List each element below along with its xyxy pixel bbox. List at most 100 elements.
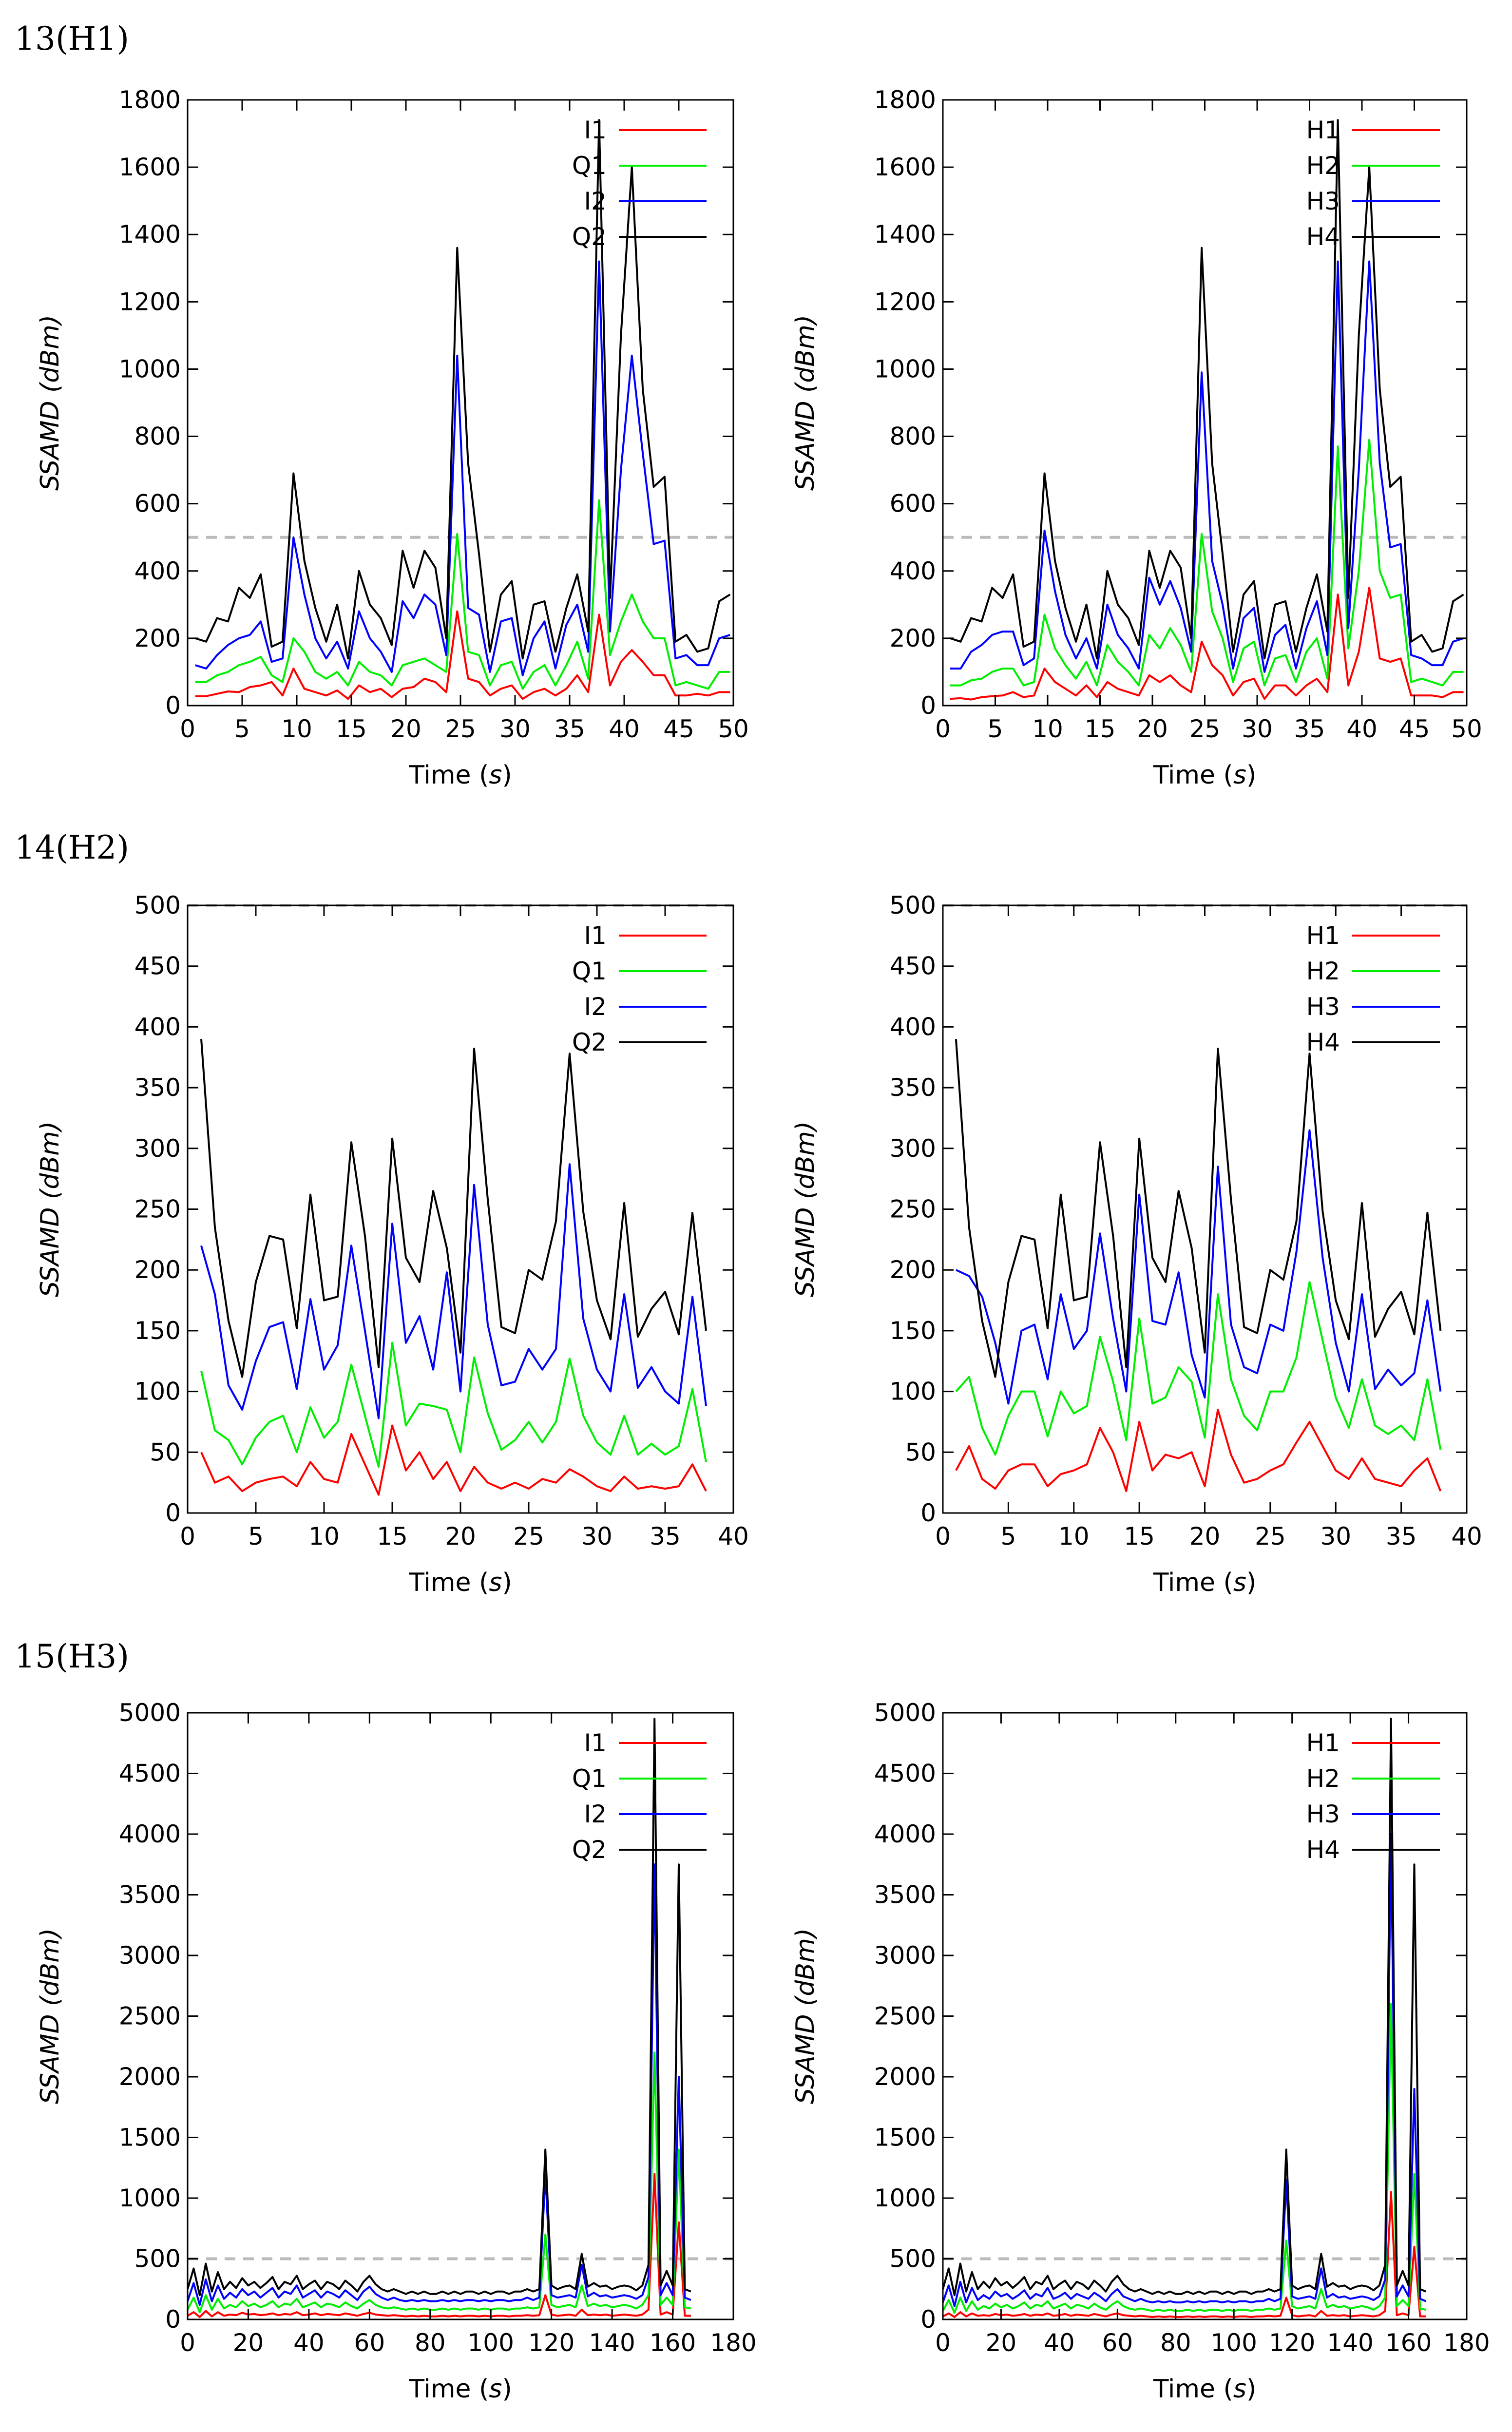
y-tick-label: 500 — [134, 2245, 181, 2273]
x-tick-label: 140 — [589, 2329, 635, 2357]
y-tick-label: 450 — [890, 952, 936, 980]
y-tick-label: 250 — [134, 1195, 181, 1224]
y-tick-label: 4000 — [119, 1820, 181, 1848]
y-tick-label: 100 — [134, 1378, 181, 1406]
y-tick-label: 1600 — [874, 153, 936, 181]
y-tick-label: 1800 — [874, 86, 936, 114]
series-line-h1 — [955, 1409, 1442, 1493]
x-tick-label: 80 — [1160, 2329, 1191, 2357]
y-tick-label: 2500 — [874, 2002, 936, 2030]
x-axis-label-unit: s — [489, 1568, 502, 1597]
legend-label-i2: I2 — [584, 993, 607, 1021]
y-tick-label: 4500 — [119, 1760, 181, 1788]
x-tick-label: 5 — [248, 1522, 264, 1551]
y-tick-label: 200 — [890, 1256, 936, 1284]
series-line-h1 — [950, 587, 1464, 701]
chart-panel: 0 200 400 600 800 1000 1200 1400 1600 1800 0 5 10 15 2… — [36, 86, 749, 790]
x-tick-label: 20 — [986, 2329, 1017, 2357]
x-tick-label: 35 — [554, 715, 585, 743]
x-tick-label: 45 — [1399, 715, 1430, 743]
x-tick-label: 40 — [293, 2329, 325, 2357]
series-line-q1 — [195, 499, 730, 690]
y-tick-label: 350 — [890, 1073, 936, 1102]
legend-label-h3: H3 — [1306, 187, 1340, 215]
y-tick-label: 1200 — [874, 287, 936, 316]
legend-label-q2: Q2 — [572, 1028, 607, 1056]
chart-panel: 0 200 400 600 800 1000 1200 1400 1600 1800 0 5 10 15 2… — [791, 86, 1482, 790]
x-tick-label: 20 — [1137, 715, 1168, 743]
y-tick-label: 1500 — [874, 2124, 936, 2152]
y-tick-label: 400 — [134, 557, 181, 585]
x-tick-label: 180 — [710, 2329, 756, 2357]
y-tick-label: 350 — [134, 1073, 181, 1102]
series-line-h3 — [942, 1833, 1427, 2307]
row-title-13: 13(H1) — [15, 20, 129, 57]
x-axis-label-unit: s — [1233, 1568, 1246, 1597]
y-tick-label: 450 — [134, 952, 181, 980]
x-tick-label: 20 — [1189, 1522, 1221, 1551]
x-tick-label: 180 — [1443, 2329, 1490, 2357]
x-tick-label: 100 — [468, 2329, 514, 2357]
legend-label-q1: Q1 — [572, 152, 607, 180]
y-tick-label: 600 — [890, 490, 936, 518]
x-tick-label: 50 — [718, 715, 749, 743]
y-tick-label: 1000 — [874, 355, 936, 383]
x-tick-label: 30 — [1242, 715, 1273, 743]
series-line-i2 — [195, 260, 730, 676]
x-axis-label-unit: s — [489, 761, 502, 790]
x-tick-label: 120 — [528, 2329, 574, 2357]
y-tick-label: 0 — [165, 691, 181, 720]
y-tick-label: 1500 — [119, 2124, 181, 2152]
y-tick-label: 1000 — [119, 2184, 181, 2212]
series-line-h2 — [950, 439, 1464, 687]
x-axis-label-prefix: Time ( — [408, 1568, 489, 1597]
y-tick-label: 1600 — [119, 153, 181, 181]
series-line-h2 — [942, 2003, 1426, 2314]
y-tick-label: 500 — [890, 2245, 936, 2273]
y-tick-label: 50 — [905, 1438, 936, 1466]
legend-label-h3: H3 — [1306, 1800, 1340, 1828]
series-line-q2 — [200, 1039, 707, 1378]
x-tick-label: 40 — [1346, 715, 1378, 743]
x-tick-label: 30 — [1320, 1522, 1351, 1551]
x-tick-label: 5 — [234, 715, 250, 743]
x-axis-label-prefix: Time ( — [408, 2375, 489, 2404]
x-axis-label-prefix: Time ( — [1153, 1568, 1233, 1597]
y-axis-label: SSAMD (dBm) — [36, 315, 65, 491]
x-tick-label: 160 — [1385, 2329, 1432, 2357]
x-axis-label-prefix: Time ( — [1153, 2375, 1233, 2404]
plot-frame — [187, 99, 734, 707]
x-tick-label: 30 — [499, 715, 531, 743]
legend-label-i1: I1 — [584, 116, 607, 144]
series-line-i1 — [200, 1424, 707, 1496]
series-line-h2 — [955, 1281, 1442, 1456]
x-tick-label: 20 — [233, 2329, 264, 2357]
x-tick-label: 5 — [1000, 1522, 1016, 1551]
legend-label-h2: H2 — [1306, 1764, 1340, 1793]
legend-label-i2: I2 — [584, 187, 607, 215]
series-line-h1 — [942, 2191, 1426, 2318]
legend-label-h1: H1 — [1306, 116, 1340, 144]
y-tick-label: 2000 — [119, 2063, 181, 2091]
y-tick-label: 5000 — [874, 1699, 936, 1727]
row-title-15: 15(H3) — [15, 1638, 129, 1675]
x-axis-label: Time (s) — [1153, 761, 1256, 790]
legend-label-q2: Q2 — [572, 223, 607, 251]
series-line-h4 — [942, 1718, 1427, 2297]
y-tick-label: 400 — [890, 1013, 936, 1041]
series-line-i2 — [187, 1863, 691, 2306]
chart-panel: 0500100015002000250030003500400045005000… — [791, 1699, 1490, 2404]
y-tick-label: 200 — [134, 624, 181, 652]
x-tick-label: 35 — [1294, 715, 1325, 743]
series-line-i2 — [200, 1163, 707, 1419]
y-tick-label: 2500 — [119, 2002, 181, 2030]
x-tick-label: 50 — [1451, 715, 1482, 743]
y-tick-label: 250 — [890, 1195, 936, 1224]
chart-panel: 0 50 100 150 200 250 300 350 400 450 500 0 5 10 15 20 25… — [36, 891, 749, 1597]
x-tick-label: 25 — [1189, 715, 1221, 743]
series-line-h4 — [950, 119, 1464, 660]
y-axis-label: SSAMD (dBm) — [791, 315, 820, 491]
y-axis-label: SSAMD (dBm) — [36, 1928, 65, 2104]
x-tick-label: 120 — [1269, 2329, 1315, 2357]
